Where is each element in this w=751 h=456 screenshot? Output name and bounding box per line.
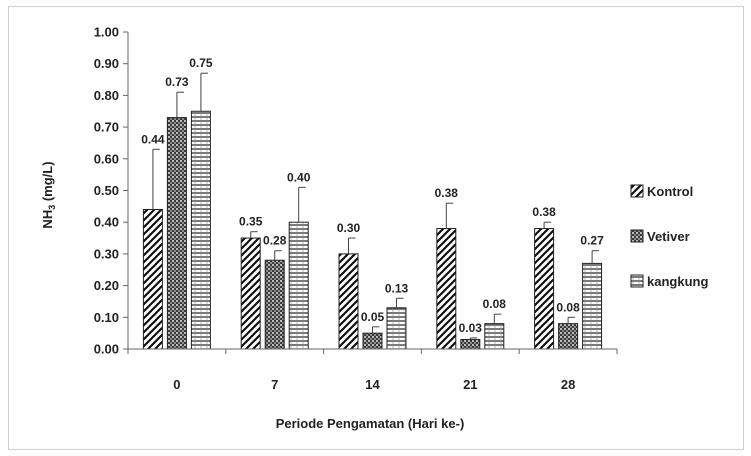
y-tick-label: 0.60: [94, 151, 119, 166]
x-tick-label: 14: [365, 377, 380, 392]
y-tick-label: 0.80: [94, 88, 119, 103]
legend-swatch-kontrol: [630, 184, 644, 198]
legend-label-kontrol: Kontrol: [647, 184, 693, 199]
bar-kontrol-0: [142, 209, 163, 350]
y-tick-label: 0.40: [94, 215, 119, 230]
data-label: 0.05: [361, 310, 385, 324]
x-tick-label: 0: [173, 377, 180, 392]
bar-kontrol-28: [534, 228, 555, 350]
y-tick-label: 1.00: [94, 25, 119, 40]
data-label: 0.30: [337, 221, 361, 235]
y-tick-label: 0.90: [94, 56, 119, 71]
y-axis-title: NH3 (mg/L): [40, 161, 57, 228]
data-label: 0.28: [263, 234, 287, 248]
data-label: 0.38: [532, 205, 556, 219]
data-label: 0.27: [580, 234, 604, 248]
legend-label-kangkung: kangkung: [647, 274, 708, 289]
y-axis-title-unit: (mg/L): [40, 161, 55, 204]
bar-kontrol-21: [436, 228, 457, 350]
data-label: 0.38: [435, 186, 459, 200]
bar-vetiver-7: [264, 259, 285, 350]
bar-vetiver-0: [166, 117, 187, 350]
data-label: 0.44: [141, 132, 165, 146]
y-tick-label: 0.10: [94, 310, 119, 325]
data-label: 0.75: [189, 56, 213, 70]
data-label: 0.35: [239, 215, 263, 229]
data-label: 0.08: [483, 297, 507, 311]
x-tick-label: 21: [463, 377, 477, 392]
data-label: 0.13: [385, 281, 409, 295]
y-tick-label: 0.00: [94, 342, 119, 357]
y-tick-label: 0.50: [94, 183, 119, 198]
chart-frame: [8, 6, 744, 450]
bar-kangkung-7: [288, 221, 309, 350]
x-axis: 0 7 14 21 28: [127, 348, 618, 392]
data-label: 0.03: [459, 321, 483, 335]
x-tick-label: 7: [271, 377, 278, 392]
bar-kangkung-0: [190, 110, 211, 350]
y-tick-label: 0.20: [94, 278, 119, 293]
bar-kontrol-7: [240, 237, 261, 350]
y-tick-label: 0.30: [94, 246, 119, 261]
data-label: 0.08: [556, 300, 580, 314]
x-axis-title: Periode Pengamatan (Hari ke-): [276, 416, 465, 431]
x-tick-label: 28: [561, 377, 575, 392]
bar-kangkung-21: [484, 323, 505, 350]
data-label: 0.40: [287, 170, 311, 184]
legend: Kontrol Vetiver kangkung: [630, 184, 708, 289]
bar-kangkung-14: [386, 307, 407, 350]
bar-kangkung-28: [582, 262, 603, 350]
y-axis-title-sub: 3: [47, 205, 57, 210]
bar-vetiver-21: [460, 338, 481, 350]
bars: 0.44 0.730.75 0.350.28 0.40 0.30 0.05 0.13 0.38…: [141, 56, 604, 350]
bar-kontrol-14: [338, 253, 359, 350]
y-axis-title-main: NH: [40, 210, 55, 229]
y-tick-label: 0.70: [94, 120, 119, 135]
bar-vetiver-28: [558, 323, 579, 350]
legend-swatch-vetiver: [630, 229, 644, 243]
legend-swatch-kangkung: [630, 274, 644, 288]
y-axis: 0.00 0.10 0.20 0.30 0.40 0.50 0.60 0.70 0.80 0.90…: [94, 25, 129, 357]
data-label: 0.73: [165, 75, 189, 89]
legend-label-vetiver: Vetiver: [647, 229, 690, 244]
bar-vetiver-14: [362, 332, 383, 350]
